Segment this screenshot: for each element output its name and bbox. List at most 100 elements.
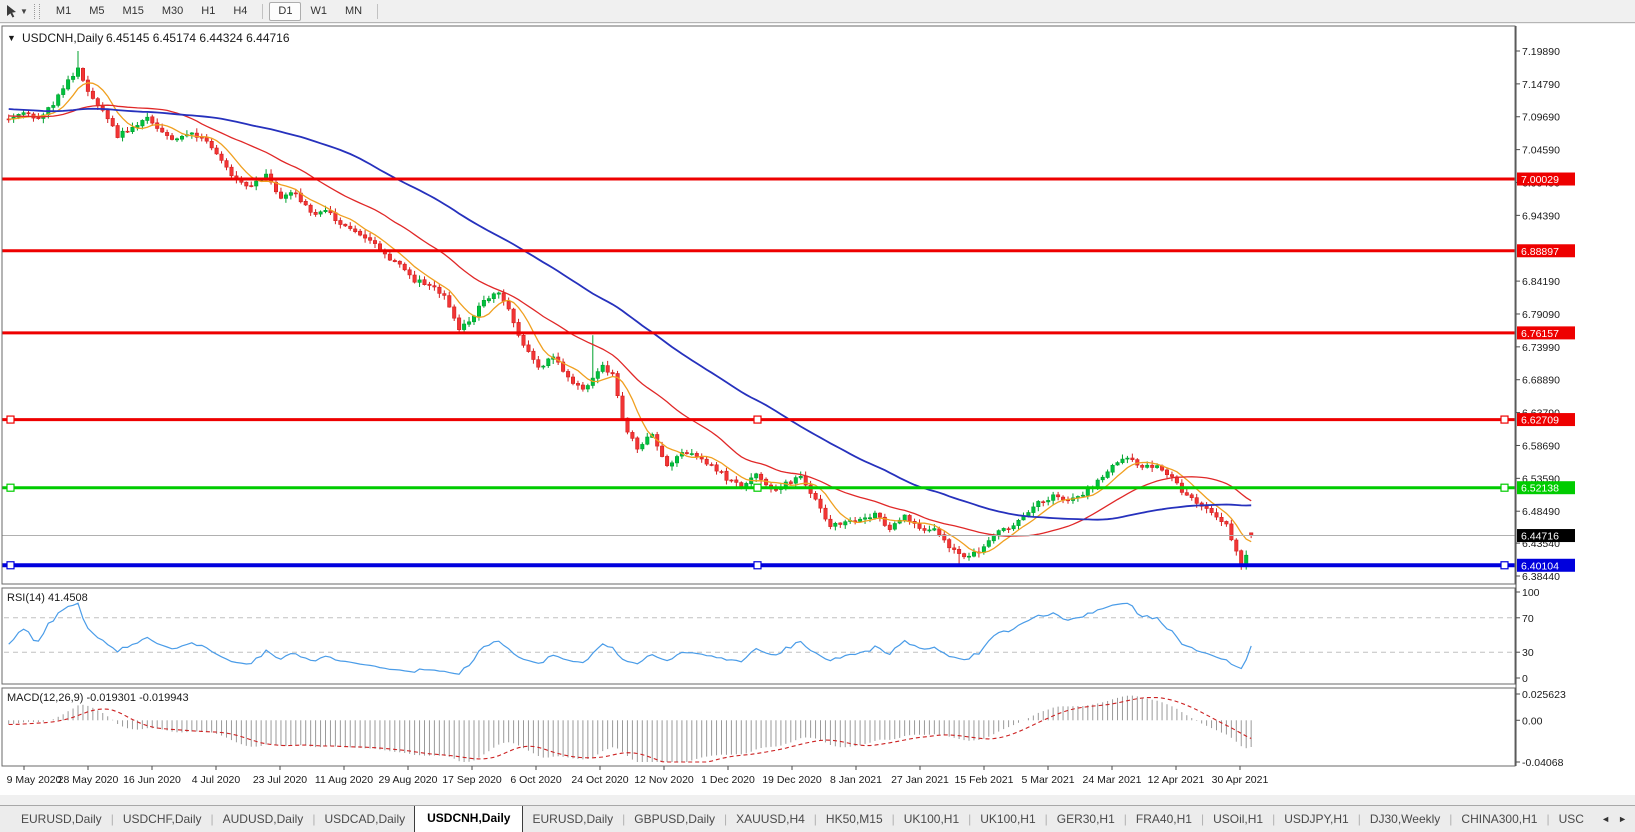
date-axis-label: 4 Jul 2020: [192, 774, 241, 786]
date-axis-label: 12 Apr 2021: [1148, 774, 1205, 786]
macd-panel-border: [1, 687, 1516, 767]
macd-axis-label: 0.025623: [1522, 689, 1566, 701]
hline-6.76157-badge-label: 6.76157: [1521, 328, 1559, 340]
timeframe-w1-button[interactable]: W1: [310, 4, 327, 17]
date-axis-label: 17 Sep 2020: [442, 774, 502, 786]
hline-handle[interactable]: [753, 415, 762, 424]
bottom-tab-usc[interactable]: USC: [1558, 812, 1584, 826]
date-axis-label: 19 Dec 2020: [762, 774, 822, 786]
chart-collapse-icon[interactable]: ▼: [7, 33, 16, 43]
bottom-tab-uk100-h1[interactable]: UK100,H1: [903, 812, 960, 826]
hline-handle[interactable]: [753, 483, 762, 492]
bottom-tab-usdchf-daily[interactable]: USDCHF,Daily: [122, 812, 202, 826]
date-axis-label: 24 Oct 2020: [571, 774, 628, 786]
toolbar-grip[interactable]: [33, 3, 40, 19]
bottom-tab-gbpusd-daily[interactable]: GBPUSD,Daily: [634, 812, 715, 826]
tab-separator: |: [723, 812, 728, 826]
timeframe-m5-button[interactable]: M5: [89, 4, 105, 17]
bottom-tab-uk100-h1[interactable]: UK100,H1: [980, 812, 1036, 826]
bottom-tab-eurusd-daily[interactable]: EURUSD,Daily: [532, 812, 614, 826]
ma-fast-line[interactable]: [8, 82, 1252, 554]
date-axis-label: 8 Jan 2021: [830, 774, 882, 786]
date-axis-label: 11 Aug 2020: [315, 774, 373, 786]
tab-separator: |: [1272, 812, 1276, 826]
hline-6.88897-badge-label: 6.88897: [1521, 246, 1559, 258]
date-axis-label: 15 Feb 2021: [955, 774, 1014, 786]
timeframe-m1-button[interactable]: M1: [55, 4, 72, 17]
hline-7.00029-badge-label: 7.00029: [1521, 174, 1559, 186]
timeframe-mn-button[interactable]: MN: [344, 4, 363, 17]
chart-canvas[interactable]: 7.198907.147907.096907.045906.994906.943…: [0, 24, 1635, 795]
timeframe-d1-button[interactable]: D1: [269, 1, 302, 21]
date-axis-label: 28 May 2020: [58, 774, 119, 786]
price-axis-label: 6.79090: [1522, 309, 1560, 321]
macd-axis-label: -0.04068: [1522, 757, 1564, 769]
hline-handle[interactable]: [6, 415, 15, 424]
date-axis-label: 12 Nov 2020: [634, 774, 694, 786]
date-axis-label: 27 Jan 2021: [891, 774, 949, 786]
timeframe-toolbar: ▼ M1 M5 M15 M30 H1 H4 D1 W1 MN: [0, 0, 1635, 23]
rsi-axis-label: 0: [1522, 673, 1528, 685]
chart-plot-area[interactable]: [2, 26, 1515, 584]
hline-6.52138-badge-label: 6.52138: [1521, 483, 1559, 495]
hline-6.40104-badge: [1517, 558, 1575, 572]
date-axis-label: 29 Aug 2020: [379, 774, 438, 786]
chart-title-symbol: USDCNH,Daily: [22, 31, 103, 45]
bottom-tab-usdcnh-daily[interactable]: USDCNH,Daily: [414, 805, 524, 832]
bottom-tab-hk50-m15[interactable]: HK50,M15: [825, 812, 883, 826]
hline-handle[interactable]: [1500, 483, 1509, 492]
tab-separator: |: [1123, 812, 1127, 826]
bottom-tab-fra40-h1[interactable]: FRA40,H1: [1135, 812, 1192, 826]
ma-medium-line[interactable]: [8, 104, 1252, 537]
bottom-tab-eurusd-daily[interactable]: EURUSD,Daily: [21, 812, 102, 826]
bottom-tab-usoil-h1[interactable]: USOil,H1: [1213, 812, 1264, 826]
bottom-tab-usdjpy-h1[interactable]: USDJPY,H1: [1284, 812, 1349, 826]
timeframe-h1-button[interactable]: H1: [201, 4, 216, 17]
tab-scroll-right-icon[interactable]: ►: [1618, 814, 1627, 824]
tab-separator: |: [110, 812, 114, 826]
cursor-tool-icon[interactable]: [3, 3, 20, 20]
tab-scroll-left-icon[interactable]: ◄: [1601, 814, 1611, 824]
current-price-badge: [1517, 529, 1575, 543]
date-axis-label: 6 Oct 2020: [510, 774, 562, 786]
current-price-badge-label: 6.44716: [1521, 531, 1559, 543]
hline-6.88897-badge: [1517, 244, 1575, 258]
price-axis-label: 7.14790: [1522, 79, 1560, 91]
hline-6.62709-badge: [1517, 413, 1575, 427]
tab-separator: |: [813, 812, 817, 826]
hline-handle[interactable]: [1500, 561, 1509, 570]
cursor-tool-dropdown-icon[interactable]: ▼: [20, 6, 28, 16]
hline-handle[interactable]: [753, 561, 762, 570]
toolbar-separator: [262, 3, 264, 19]
bottom-tab-china300-h1[interactable]: CHINA300,H1: [1461, 812, 1538, 826]
timeframe-m15-button[interactable]: M15: [122, 4, 144, 17]
price-axis-label: 6.84190: [1522, 276, 1560, 288]
ma-slow-line[interactable]: [8, 107, 1252, 521]
macd-axis-label: 0.00: [1522, 715, 1543, 727]
hline-handle[interactable]: [6, 483, 15, 492]
hline-handle[interactable]: [6, 561, 15, 570]
bottom-tab-xauusd-h4[interactable]: XAUUSD,H4: [736, 812, 805, 826]
hline-6.76157-badge: [1517, 326, 1575, 340]
tab-separator: |: [1546, 812, 1550, 826]
bottom-tab-audusd-daily[interactable]: AUDUSD,Daily: [222, 812, 304, 826]
macd-histogram: [8, 695, 1252, 762]
date-axis-label: 16 Jun 2020: [123, 774, 181, 786]
bottom-tab-ger30-h1[interactable]: GER30,H1: [1056, 812, 1115, 826]
timeframe-m30-button[interactable]: M30: [161, 4, 184, 17]
rsi-panel-border: [1, 587, 1516, 685]
tab-separator: |: [1449, 812, 1453, 826]
hline-6.62709-badge-label: 6.62709: [1521, 415, 1559, 427]
tab-separator: |: [891, 812, 895, 826]
price-axis-label: 6.48490: [1522, 506, 1560, 518]
tab-separator: |: [968, 812, 972, 826]
bottom-tab-dj30-weekly[interactable]: DJ30,Weekly: [1369, 812, 1441, 826]
price-axis-label: 7.09690: [1522, 112, 1560, 124]
hline-6.40104-badge-label: 6.40104: [1521, 560, 1559, 572]
hline-handle[interactable]: [1500, 415, 1509, 424]
macd-signal-line: [8, 696, 1252, 763]
timeframe-h4-button[interactable]: H4: [233, 4, 248, 17]
bottom-tab-usdcad-daily[interactable]: USDCAD,Daily: [324, 812, 406, 826]
hline-7.00029-badge: [1517, 172, 1575, 186]
